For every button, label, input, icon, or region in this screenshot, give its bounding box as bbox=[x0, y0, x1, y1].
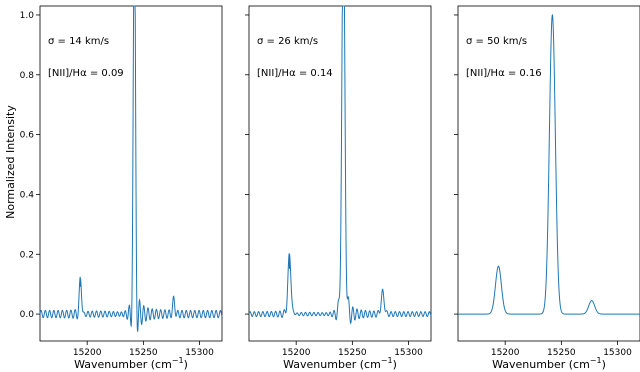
sigma-annotation: σ = 14 km/s bbox=[48, 36, 109, 47]
sigma-annotation: σ = 26 km/s bbox=[257, 36, 318, 47]
ratio-annotation: [NII]/Hα = 0.16 bbox=[466, 68, 542, 79]
sigma-annotation: σ = 50 km/s bbox=[466, 36, 527, 47]
panel-1: 15200 15250 15300 0.0 0.2 0.4 0.6 0.8 1.0 σ = 14 … bbox=[20, 5, 223, 371]
x-tick-label: 15200 bbox=[73, 348, 102, 358]
x-tick-label: 15250 bbox=[129, 348, 158, 358]
panel-2: 15200 15250 15300 σ = 26 km/s [NII]/Hα = 0.1… bbox=[245, 5, 432, 371]
y-tick-label: 0.0 bbox=[20, 310, 35, 320]
series-line bbox=[248, 5, 432, 325]
series-line bbox=[39, 5, 223, 332]
y-tick-label: 0.2 bbox=[20, 250, 34, 260]
x-tick-label: 15300 bbox=[185, 348, 214, 358]
x-tick-label: 15250 bbox=[338, 348, 367, 358]
x-tick-label: 15300 bbox=[603, 348, 632, 358]
x-axis-label: Wavenumber (cm−1) bbox=[492, 356, 606, 371]
x-tick-label: 15250 bbox=[547, 348, 576, 358]
ratio-annotation: [NII]/Hα = 0.09 bbox=[48, 68, 124, 79]
y-axis-label: Normalized Intensity bbox=[4, 105, 17, 219]
x-tick-label: 15200 bbox=[282, 348, 311, 358]
panels: 15200 15250 15300 0.0 0.2 0.4 0.6 0.8 1.0 σ = 14 … bbox=[20, 5, 640, 371]
ratio-annotation: [NII]/Hα = 0.14 bbox=[257, 68, 333, 79]
x-axis-label: Wavenumber (cm−1) bbox=[74, 356, 188, 371]
x-tick-label: 15200 bbox=[491, 348, 520, 358]
y-tick-label: 1.0 bbox=[20, 11, 35, 21]
series-line bbox=[458, 13, 640, 315]
panel-3: 15200 15250 15300 σ = 50 km/s [NII]/Hα = 0.1… bbox=[454, 5, 640, 371]
panel-frame bbox=[457, 5, 640, 342]
x-tick-label: 15300 bbox=[394, 348, 423, 358]
x-axis-label: Wavenumber (cm−1) bbox=[283, 356, 397, 371]
y-tick-label: 0.4 bbox=[20, 190, 35, 200]
panel-frame bbox=[248, 5, 432, 342]
panel-frame bbox=[39, 5, 223, 342]
y-tick-label: 0.8 bbox=[20, 71, 35, 81]
y-tick-label: 0.6 bbox=[20, 131, 35, 141]
